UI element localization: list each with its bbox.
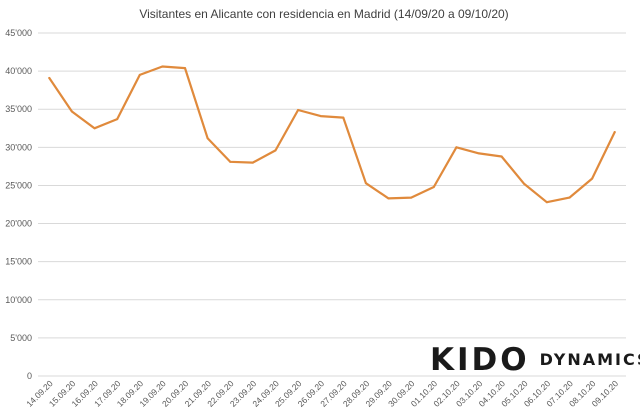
y-tick-label: 45'000: [5, 28, 32, 38]
y-tick-label: 15'000: [5, 257, 32, 267]
data-point: [523, 182, 526, 185]
y-tick-label: 35'000: [5, 104, 32, 114]
x-axis-tick-labels: 14.09.2015.09.2016.09.2017.09.2018.09.20…: [24, 378, 620, 409]
data-point: [274, 149, 277, 152]
data-point: [545, 201, 548, 204]
data-point: [138, 73, 141, 76]
y-tick-label: 20'000: [5, 219, 32, 229]
data-point: [229, 160, 232, 163]
data-point: [48, 76, 51, 79]
series-layer: [48, 65, 616, 204]
data-point: [410, 196, 413, 199]
data-point: [297, 108, 300, 111]
y-tick-label: 40'000: [5, 66, 32, 76]
y-tick-label: 5'000: [10, 333, 32, 343]
y-tick-label: 25'000: [5, 180, 32, 190]
gridlines: [38, 32, 626, 377]
data-point: [206, 137, 209, 140]
data-point: [500, 155, 503, 158]
data-point: [387, 197, 390, 200]
data-point: [93, 127, 96, 130]
data-point: [161, 65, 164, 68]
chart-title: Visitantes en Alicante con residencia en…: [139, 7, 508, 21]
data-point: [319, 115, 322, 118]
data-point: [591, 177, 594, 180]
data-point: [613, 131, 616, 134]
data-point: [70, 110, 73, 113]
data-point: [342, 116, 345, 119]
kido-dynamics-logo: KIDO DYNAMICS: [430, 344, 640, 376]
y-tick-label: 30'000: [5, 142, 32, 152]
series-line: [48, 65, 616, 204]
data-point: [251, 161, 254, 164]
data-point: [432, 185, 435, 188]
data-point: [364, 182, 367, 185]
data-point: [184, 67, 186, 70]
y-axis-tick-labels: 0 5'000 10'000 15'000 20'000 25'000 30'000 35'0…: [5, 28, 32, 381]
logo-mark: KIDO: [430, 342, 530, 378]
y-tick-label: 0: [27, 371, 32, 381]
y-tick-label: 10'000: [5, 295, 32, 305]
data-point: [478, 152, 480, 155]
data-point: [116, 118, 119, 121]
data-point: [455, 146, 458, 149]
logo-wordmark: DYNAMICS: [539, 350, 640, 369]
data-point: [568, 196, 571, 199]
